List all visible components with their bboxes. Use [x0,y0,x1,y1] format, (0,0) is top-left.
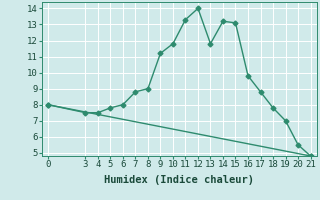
X-axis label: Humidex (Indice chaleur): Humidex (Indice chaleur) [104,175,254,185]
